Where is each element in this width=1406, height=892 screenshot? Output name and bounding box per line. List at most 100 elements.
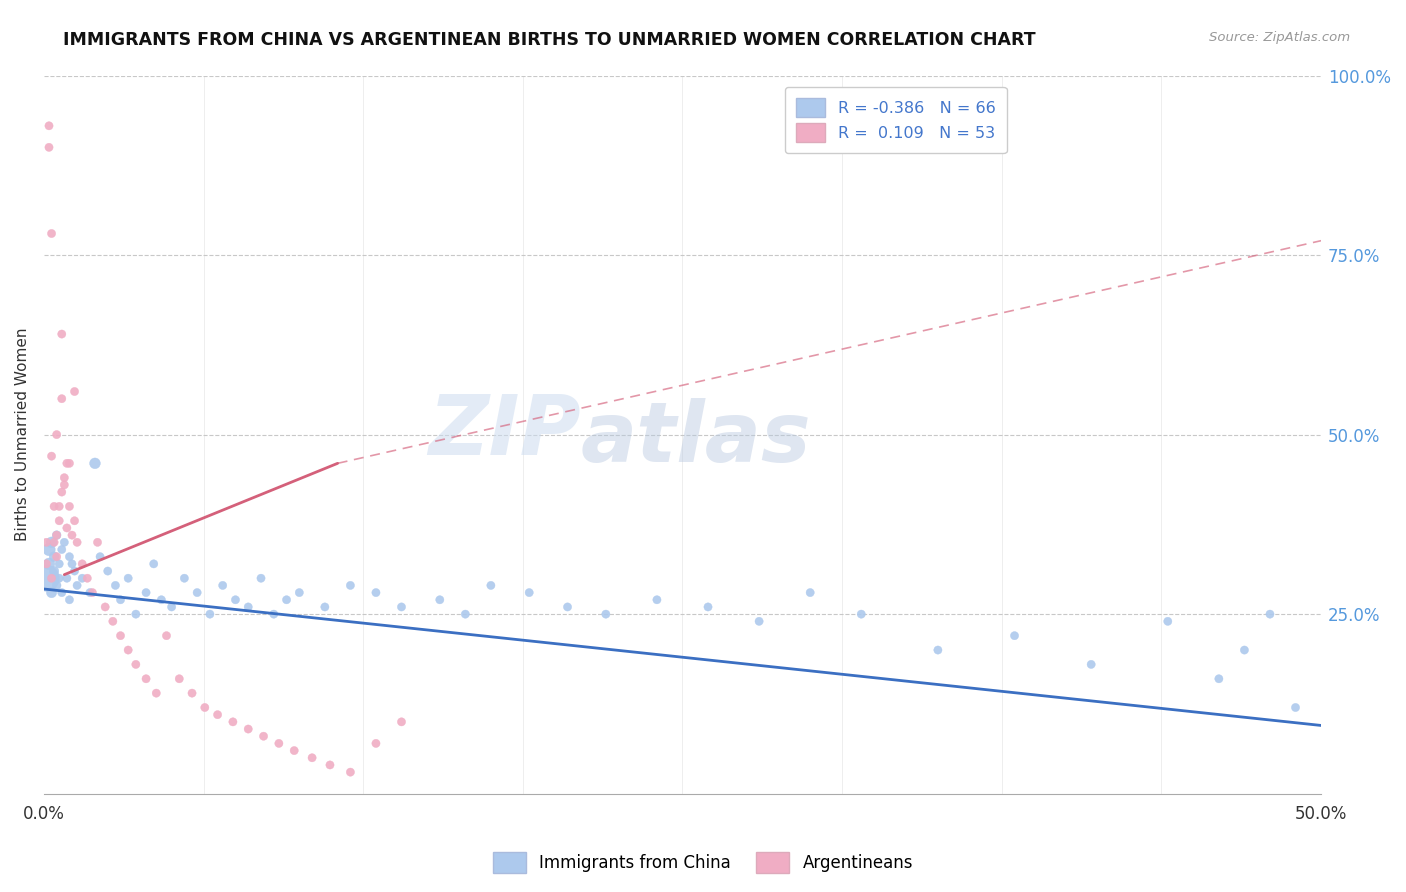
Point <box>194 700 217 714</box>
Point <box>276 592 298 607</box>
Point <box>1157 615 1180 629</box>
Text: ZIP: ZIP <box>427 391 581 472</box>
Text: IMMIGRANTS FROM CHINA VS ARGENTINEAN BIRTHS TO UNMARRIED WOMEN CORRELATION CHART: IMMIGRANTS FROM CHINA VS ARGENTINEAN BIR… <box>63 31 1036 49</box>
Point <box>595 607 617 621</box>
Point <box>181 686 204 700</box>
Point <box>1258 607 1281 621</box>
Point <box>60 557 83 571</box>
Point <box>56 521 79 535</box>
Point <box>38 119 60 133</box>
Point <box>60 528 83 542</box>
Point <box>557 599 579 614</box>
Point <box>224 592 246 607</box>
Point <box>53 535 76 549</box>
Point <box>35 535 58 549</box>
Point <box>110 592 132 607</box>
Point <box>748 615 770 629</box>
Point <box>150 592 173 607</box>
Point <box>110 629 132 643</box>
Point <box>51 542 73 557</box>
Point <box>117 643 139 657</box>
Point <box>51 327 73 342</box>
Point <box>70 557 93 571</box>
Point <box>155 629 177 643</box>
Point <box>319 758 342 772</box>
Point <box>82 585 104 599</box>
Point <box>125 607 148 621</box>
Point <box>1208 672 1230 686</box>
Point <box>41 535 63 549</box>
Point <box>238 722 260 736</box>
Point <box>117 571 139 585</box>
Point <box>799 585 821 599</box>
Point <box>38 557 60 571</box>
Point <box>479 578 502 592</box>
Point <box>53 478 76 492</box>
Point <box>263 607 285 621</box>
Point <box>51 485 73 500</box>
Point <box>222 714 245 729</box>
Point <box>45 528 67 542</box>
Point <box>145 686 167 700</box>
Point <box>48 514 70 528</box>
Point <box>288 585 311 599</box>
Point <box>364 585 387 599</box>
Point <box>45 528 67 542</box>
Point <box>851 607 873 621</box>
Point <box>48 557 70 571</box>
Point <box>53 471 76 485</box>
Point <box>51 585 73 599</box>
Point <box>250 571 273 585</box>
Point <box>66 578 89 592</box>
Point <box>45 578 67 592</box>
Point <box>42 500 65 514</box>
Point <box>58 592 80 607</box>
Point <box>339 578 361 592</box>
Point <box>267 736 290 750</box>
Legend: R = -0.386   N = 66, R =  0.109   N = 53: R = -0.386 N = 66, R = 0.109 N = 53 <box>785 87 1007 153</box>
Point <box>1004 629 1026 643</box>
Point <box>186 585 208 599</box>
Point <box>63 384 86 399</box>
Point <box>97 564 120 578</box>
Point <box>207 707 229 722</box>
Point <box>1080 657 1102 672</box>
Point <box>169 672 191 686</box>
Point <box>35 557 58 571</box>
Point <box>314 599 336 614</box>
Point <box>927 643 949 657</box>
Legend: Immigrants from China, Argentineans: Immigrants from China, Argentineans <box>486 846 920 880</box>
Point <box>86 535 108 549</box>
Point <box>339 765 361 780</box>
Point <box>38 140 60 154</box>
Point <box>45 427 67 442</box>
Point <box>58 549 80 564</box>
Point <box>645 592 668 607</box>
Point <box>697 599 720 614</box>
Point <box>35 571 58 585</box>
Point <box>135 672 157 686</box>
Point <box>58 500 80 514</box>
Point <box>517 585 540 599</box>
Point <box>211 578 233 592</box>
Point <box>198 607 221 621</box>
Point <box>42 535 65 549</box>
Point <box>283 743 305 757</box>
Point <box>160 599 183 614</box>
Point <box>56 456 79 470</box>
Point <box>41 227 63 241</box>
Point <box>70 571 93 585</box>
Point <box>125 657 148 672</box>
Point <box>51 392 73 406</box>
Point <box>454 607 477 621</box>
Point <box>84 456 107 470</box>
Point <box>45 549 67 564</box>
Point <box>101 615 124 629</box>
Point <box>142 557 165 571</box>
Point <box>301 751 323 765</box>
Text: Source: ZipAtlas.com: Source: ZipAtlas.com <box>1209 31 1350 45</box>
Text: atlas: atlas <box>581 398 811 479</box>
Point <box>252 729 274 743</box>
Point <box>1233 643 1256 657</box>
Point <box>429 592 451 607</box>
